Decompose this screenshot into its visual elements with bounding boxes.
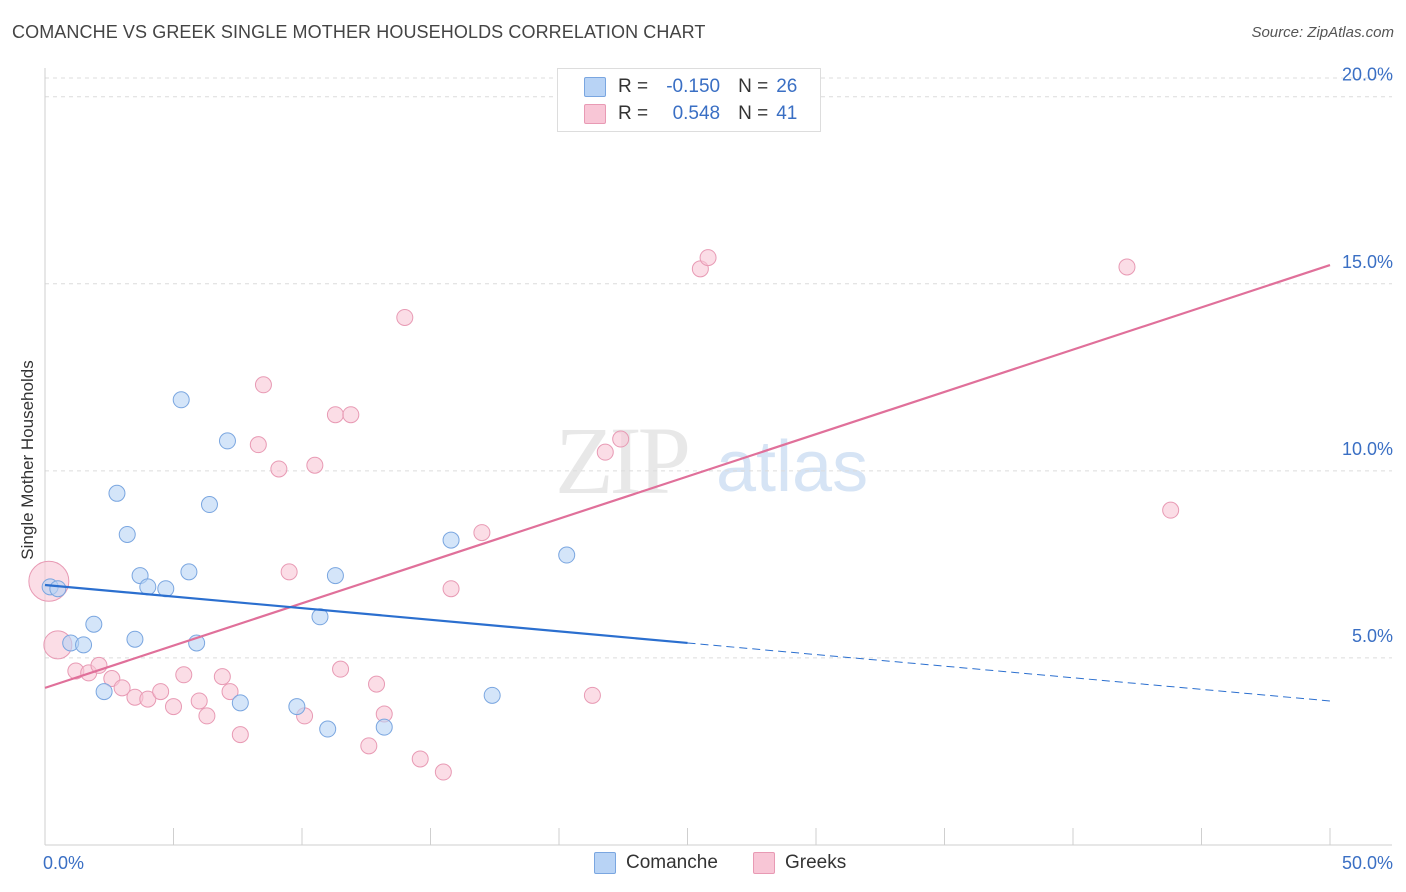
legend-item-comanche: Comanche <box>594 852 718 874</box>
comanche-trend-line <box>44 583 688 645</box>
legend-r-value: -0.150 <box>666 76 721 97</box>
greeks-swatch <box>584 104 606 124</box>
greeks-point <box>190 692 208 710</box>
greeks-legend-swatch <box>753 852 775 874</box>
y-tick-label: 20.0% <box>1342 65 1393 85</box>
greeks-point <box>175 666 193 684</box>
greeks-point <box>473 524 491 542</box>
comanche-point <box>108 484 126 502</box>
comanche-trend-line-extension <box>687 642 1331 702</box>
x-tick-label: 0.0% <box>43 853 84 873</box>
greeks-point <box>280 563 298 581</box>
comanche-point <box>126 630 144 648</box>
comanche-point <box>95 683 113 701</box>
greeks-point <box>699 249 717 267</box>
greeks-point <box>165 698 182 716</box>
greeks-point <box>152 683 170 701</box>
comanche-point <box>558 546 576 564</box>
legend-n-value: 41 <box>776 103 798 124</box>
comanche-point <box>218 432 236 450</box>
comanche-point <box>288 698 306 716</box>
greeks-point <box>396 308 414 326</box>
watermark-zip: ZIP <box>555 407 691 514</box>
source-label: Source: ZipAtlas.com <box>1251 24 1394 41</box>
greeks-point <box>342 406 360 424</box>
greeks-point <box>442 580 460 598</box>
greeks-point <box>360 737 378 755</box>
greeks-point <box>306 456 324 474</box>
greeks-point <box>254 376 272 394</box>
greeks-point <box>270 460 288 478</box>
comanche-point <box>483 686 501 704</box>
greeks-point <box>332 660 350 678</box>
comanche-point <box>319 720 337 738</box>
legend-n-value: 26 <box>776 76 798 97</box>
y-tick-label: 5.0% <box>1352 626 1393 646</box>
comanche-point <box>75 636 93 654</box>
comanche-point <box>375 718 393 736</box>
legend-r-value: 0.548 <box>672 103 721 124</box>
greeks-point <box>249 436 267 454</box>
comanche-point <box>118 525 136 543</box>
greeks-trend-line <box>44 264 1331 689</box>
comanche-point <box>139 578 157 596</box>
comanche-point <box>180 563 198 581</box>
greeks-point <box>596 443 614 461</box>
greeks-point <box>113 679 131 697</box>
greeks-point <box>583 686 601 704</box>
comanche-point <box>172 391 190 409</box>
greeks-point <box>434 763 452 781</box>
greeks-point <box>411 750 429 768</box>
greeks-point <box>213 668 231 686</box>
comanche-point <box>326 567 344 585</box>
y-tick-label: 10.0% <box>1342 439 1393 459</box>
series-legend: Comanche Greeks <box>0 852 1406 876</box>
legend-label-greeks: Greeks <box>785 852 847 873</box>
legend-row-greeks: R = 0.548 N = 41 <box>584 101 797 127</box>
chart-title: COMANCHE VS GREEK SINGLE MOTHER HOUSEHOL… <box>12 22 706 42</box>
greeks-point <box>221 683 239 701</box>
correlation-legend: R = -0.150 N = 26 R = 0.548 N = 41 <box>557 68 821 132</box>
greeks-point <box>231 726 249 744</box>
comanche-point <box>85 615 103 633</box>
comanche-legend-swatch <box>594 852 616 874</box>
greeks-point <box>368 675 386 693</box>
legend-r-label: R = <box>618 103 649 124</box>
legend-n-label: N = <box>738 103 769 124</box>
greeks-point <box>1162 501 1180 519</box>
legend-n-label: N = <box>738 76 769 97</box>
legend-row-comanche: R = -0.150 N = 26 <box>584 74 797 100</box>
legend-item-greeks: Greeks <box>753 852 846 874</box>
legend-r-label: R = <box>618 76 649 97</box>
greeks-point <box>612 430 630 448</box>
x-tick-label: 50.0% <box>1342 853 1393 873</box>
comanche-point <box>200 496 218 514</box>
greeks-point <box>198 707 216 725</box>
greeks-point <box>326 406 344 424</box>
comanche-point <box>442 531 460 549</box>
legend-label-comanche: Comanche <box>626 852 718 873</box>
comanche-swatch <box>584 77 606 97</box>
greeks-point <box>1118 258 1136 276</box>
watermark-atlas: atlas <box>716 427 869 507</box>
comanche-point <box>231 694 249 712</box>
comanche-point <box>49 580 67 598</box>
greeks-point <box>139 690 157 708</box>
y-tick-label: 15.0% <box>1342 252 1393 272</box>
